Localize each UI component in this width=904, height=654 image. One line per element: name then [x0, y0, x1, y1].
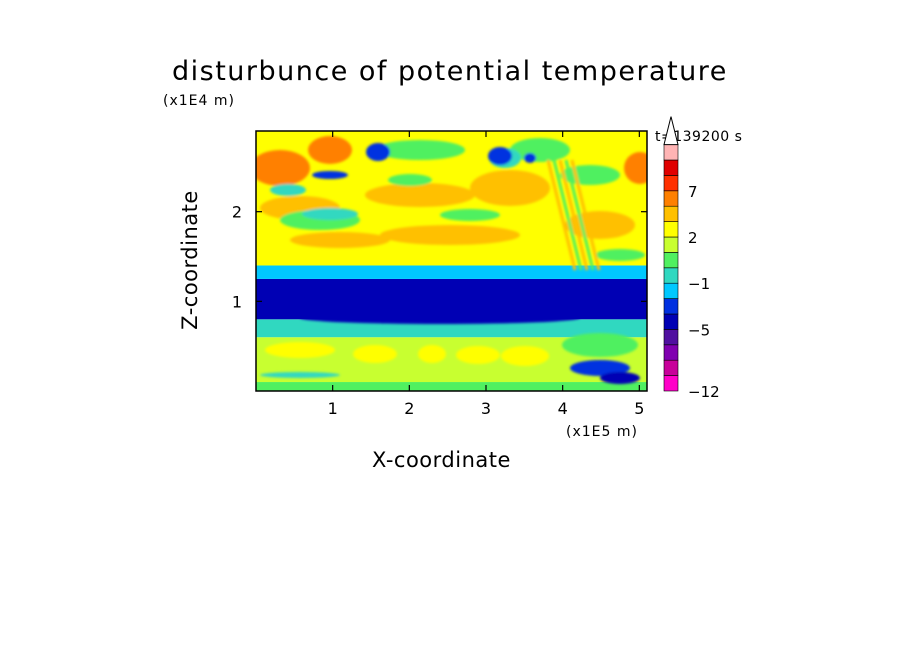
- contour-blob: [265, 342, 335, 358]
- contour-blob: [290, 232, 390, 248]
- contour-field: [256, 131, 647, 391]
- colorbar-swatch: [663, 175, 679, 192]
- colorbar-swatch: [663, 236, 679, 253]
- contour-streak: [564, 159, 595, 271]
- contour-blob: [418, 345, 446, 363]
- contour-blob: [302, 208, 358, 220]
- contour-blob: [456, 346, 500, 364]
- contour-blob: [375, 140, 465, 160]
- axes: 1 2 3 4 5 1 2: [232, 131, 647, 418]
- contour-features: [256, 136, 647, 384]
- x-tick-label: 4: [558, 399, 568, 418]
- contour-blob: [260, 296, 340, 308]
- colorbar-swatch: [663, 359, 679, 376]
- contour-blob: [524, 153, 536, 163]
- contour-blob: [600, 372, 640, 384]
- colorbar-label: 7: [688, 183, 698, 201]
- contour-blob: [624, 152, 647, 184]
- x-tick-label: 1: [328, 399, 338, 418]
- colorbar-label: −1: [688, 275, 710, 293]
- contour-blob: [470, 170, 550, 206]
- contour-blob: [260, 372, 340, 378]
- colorbar-swatch: [663, 344, 679, 361]
- contour-blob: [388, 174, 432, 186]
- y-tick-label: 2: [232, 203, 242, 222]
- colorbar-swatch: [663, 144, 679, 161]
- colorbar-extend-arrow: [663, 116, 679, 146]
- contour-streak: [546, 159, 577, 271]
- x-tick-label: 5: [634, 399, 644, 418]
- contour-blob: [256, 150, 310, 186]
- colorbar-swatch: [663, 252, 679, 269]
- colorbar-swatch: [663, 313, 679, 330]
- colorbar-swatch: [663, 221, 679, 238]
- colorbar-swatch: [663, 298, 679, 315]
- contour-blob: [488, 147, 512, 165]
- contour-streak: [552, 159, 583, 271]
- y-unit-label: (x1E4 m): [163, 93, 235, 109]
- colorbar-swatch: [663, 282, 679, 299]
- colorbar-label: −5: [688, 321, 710, 339]
- contour-band: [256, 265, 647, 279]
- colorbar-swatch: [663, 205, 679, 222]
- contour-blob: [562, 333, 638, 357]
- plot-frame: [255, 130, 648, 392]
- contour-blob: [353, 345, 397, 363]
- contour-blob: [365, 183, 475, 207]
- contour-streak: [558, 159, 589, 271]
- contour-blob: [308, 136, 352, 164]
- contour-blob: [440, 209, 500, 221]
- contour-blob: [270, 184, 306, 196]
- colorbar-swatch: [663, 375, 679, 392]
- colorbar-swatch: [663, 190, 679, 207]
- contour-band: [256, 319, 647, 338]
- contour-blob: [380, 225, 520, 245]
- contour-band: [256, 382, 647, 391]
- colorbar-swatch: [663, 267, 679, 284]
- contour-blob: [366, 143, 390, 161]
- x-tick-label: 3: [481, 399, 491, 418]
- x-unit-label: (x1E5 m): [566, 424, 638, 440]
- contour-streak: [570, 159, 601, 271]
- colorbar-label: −12: [688, 383, 720, 401]
- contour-blob: [555, 287, 645, 303]
- y-tick-label: 1: [232, 292, 242, 311]
- x-tick-label: 2: [404, 399, 414, 418]
- contour-blob: [501, 346, 549, 366]
- colorbar-swatch: [663, 329, 679, 346]
- colorbar-swatch: [663, 159, 679, 176]
- colorbar-label: 2: [688, 229, 698, 247]
- contour-blob: [595, 249, 645, 261]
- x-axis-label: X-coordinate: [372, 448, 511, 472]
- colorbar: 7 2 −1 −5 −12: [663, 116, 720, 401]
- chart-title: disturbunce of potential temperature: [172, 56, 728, 87]
- contour-blob: [570, 360, 630, 376]
- contour-blob: [300, 312, 580, 324]
- contour-blob: [312, 171, 348, 179]
